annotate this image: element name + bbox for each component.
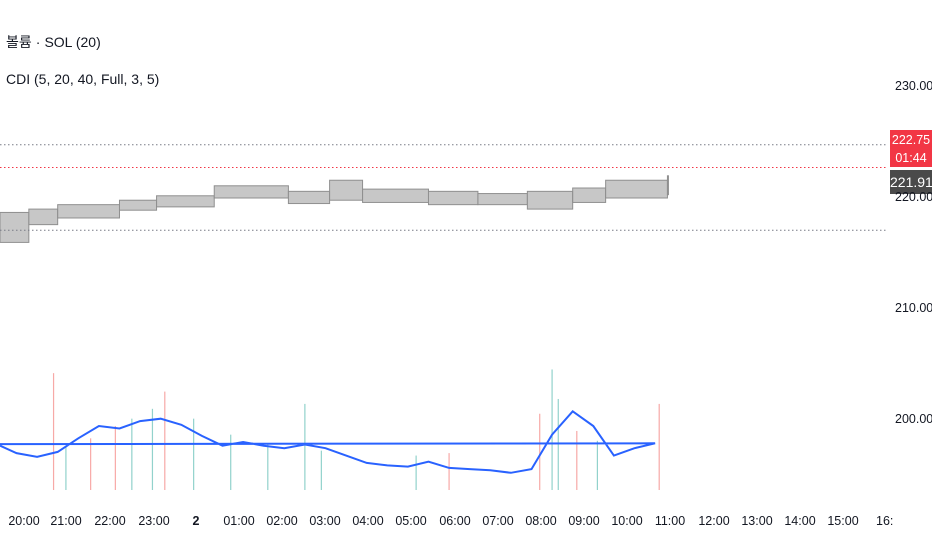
cdi-band bbox=[526, 190, 574, 210]
cdi-band bbox=[28, 208, 59, 226]
cdi-band bbox=[118, 199, 158, 211]
cdi-band bbox=[287, 190, 331, 205]
countdown-tag: 01:44 bbox=[890, 151, 932, 167]
volume-spike bbox=[90, 438, 92, 490]
volume-spike bbox=[193, 418, 195, 490]
volume-ma bbox=[0, 409, 656, 474]
volume-legend-label: 볼륨 bbox=[6, 34, 32, 50]
volume-spike bbox=[52, 373, 55, 490]
volume-spike bbox=[230, 434, 232, 490]
volume-spike bbox=[539, 413, 541, 490]
cdi-band bbox=[57, 204, 120, 219]
volume-spike bbox=[164, 391, 166, 490]
time-axis-tick: 15:00 bbox=[827, 514, 859, 528]
time-axis-tick: 22:00 bbox=[94, 514, 126, 528]
cdi-band bbox=[213, 185, 289, 199]
volume-spike bbox=[267, 443, 269, 490]
indicator-value-tag: 221.91 bbox=[890, 170, 932, 194]
price-axis-tick: 200.00 bbox=[895, 412, 932, 426]
time-axis-tick: 03:00 bbox=[309, 514, 341, 528]
cdi-band bbox=[362, 188, 429, 203]
legend-separator: · bbox=[35, 34, 41, 50]
volume-spike bbox=[596, 440, 598, 490]
time-axis-tick: 21:00 bbox=[50, 514, 82, 528]
volume-spike bbox=[448, 453, 450, 490]
time-axis-tick: 13:00 bbox=[741, 514, 773, 528]
volume-spike bbox=[151, 408, 154, 490]
indicator-legend-label: CDI bbox=[6, 71, 31, 87]
time-axis-tick: 02:00 bbox=[266, 514, 298, 528]
time-axis-tick: 12:00 bbox=[698, 514, 730, 528]
volume-legend[interactable]: 볼륨 · SOL (20) bbox=[6, 32, 101, 52]
cdi-band bbox=[0, 211, 30, 243]
indicator-legend[interactable]: CDI (5, 20, 40, Full, 3, 5) bbox=[6, 71, 159, 87]
time-axis-tick: 2 bbox=[192, 514, 200, 528]
cdi-band bbox=[427, 190, 479, 206]
time-axis-tick: 14:00 bbox=[784, 514, 816, 528]
time-axis-tick: 05:00 bbox=[395, 514, 427, 528]
volume-spike bbox=[415, 455, 417, 490]
volume-spike bbox=[304, 403, 306, 490]
time-axis-tick: 06:00 bbox=[439, 514, 471, 528]
volume-spike bbox=[320, 450, 322, 490]
volume-legend-symbol: SOL bbox=[44, 34, 72, 50]
volume-bars bbox=[52, 369, 660, 490]
volume-spike bbox=[658, 403, 660, 490]
cdi-band bbox=[477, 193, 528, 206]
time-axis-tick: 16: bbox=[876, 514, 894, 528]
time-axis-tick: 04:00 bbox=[352, 514, 384, 528]
time-axis-tick: 20:00 bbox=[8, 514, 40, 528]
cdi-band bbox=[572, 187, 607, 203]
time-axis-tick: 07:00 bbox=[482, 514, 514, 528]
time-axis-tick: 01:00 bbox=[223, 514, 255, 528]
time-axis-tick: 08:00 bbox=[525, 514, 557, 528]
cdi-band bbox=[156, 195, 215, 208]
volume-ma-line bbox=[0, 409, 656, 474]
volume-legend-params: (20) bbox=[75, 34, 101, 50]
volume-spike bbox=[131, 418, 133, 490]
time-axis-tick: 09:00 bbox=[568, 514, 600, 528]
cdi-band bbox=[605, 179, 668, 199]
price-axis-tick: 230.00 bbox=[895, 79, 932, 93]
last-price-tag: 222.75 bbox=[890, 130, 932, 151]
reference-lines bbox=[0, 144, 887, 231]
cdi-band bbox=[666, 175, 669, 196]
price-axis-tick: 220.00 bbox=[895, 190, 932, 204]
volume-spike bbox=[557, 398, 559, 490]
time-axis-tick: 10:00 bbox=[611, 514, 643, 528]
volume-spike bbox=[114, 426, 116, 490]
volume-spike bbox=[576, 430, 578, 490]
cdi-band bbox=[329, 179, 364, 201]
volume-spike bbox=[65, 446, 67, 490]
price-axis-tick: 210.00 bbox=[895, 301, 932, 315]
time-axis-tick: 23:00 bbox=[138, 514, 170, 528]
time-axis-tick: 11:00 bbox=[654, 514, 686, 528]
cdi-bands bbox=[0, 175, 669, 243]
indicator-legend-params: (5, 20, 40, Full, 3, 5) bbox=[34, 71, 160, 87]
volume-spike bbox=[551, 369, 553, 490]
